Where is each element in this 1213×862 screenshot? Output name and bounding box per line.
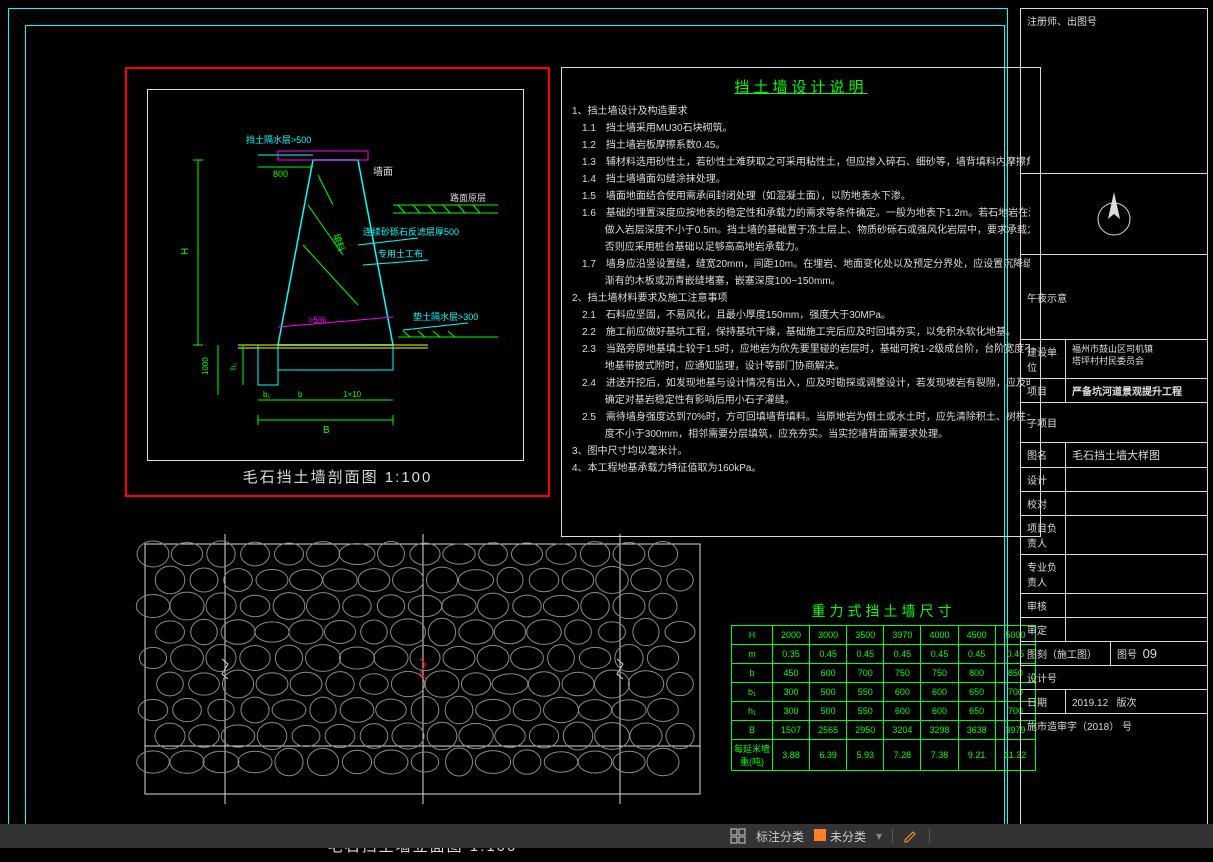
tb-regstamp: 注册师、出图号 bbox=[1021, 9, 1207, 174]
svg-text:路面原层: 路面原层 bbox=[450, 192, 486, 203]
notes-line: 1.7 墙身应沿竖设置缝，缝宽20mm，间距10m。在埋岩、地面变化处以及预定分… bbox=[572, 256, 1030, 273]
svg-text:1×10: 1×10 bbox=[343, 390, 362, 399]
notes-line: 度不小于300mm，相邻需要分层填筑，应充夯实。当实挖墙背面需要求处理。 bbox=[572, 426, 1030, 443]
tb-client: 建设单位 福州市鼓山区司机镇塔坪村村民委员会 bbox=[1021, 340, 1207, 379]
table-row: B1507256529503204329836383979 bbox=[732, 721, 1036, 740]
notes-line: 2.3 当路旁原地基填土较于1.5时，应地岩为欣先要里碰的岩层时，基础可按1-2… bbox=[572, 341, 1030, 358]
notes-line: 1.4 挡土墙墙面勾缝涂抹处理。 bbox=[572, 171, 1030, 188]
design-notes-panel: 挡土墙设计说明 1、挡土墙设计及构造要求 1.1 挡土墙采用MU30石块砌筑。 … bbox=[561, 67, 1041, 537]
layers-icon[interactable] bbox=[730, 828, 746, 844]
section-view-frame: H 填料 挡土隔水层>500 800 墙面 bbox=[147, 89, 524, 461]
table-row: b450600700750750800850 bbox=[732, 664, 1036, 683]
svg-text:b₁: b₁ bbox=[263, 390, 270, 399]
tb-blank1: 午夜示意 bbox=[1021, 255, 1207, 340]
svg-text:连续砂砾石反滤层厚500: 连续砂砾石反滤层厚500 bbox=[363, 226, 459, 237]
notes-line: 地基带披式附时，应通知监理，设计等部门协商解决。 bbox=[572, 358, 1030, 375]
notes-line: 1、挡土墙设计及构造要求 bbox=[572, 103, 1030, 120]
tb-date: 日期 2019.12 版次 bbox=[1021, 690, 1207, 714]
dimension-table-wrap: 重力式挡土墙尺寸 H2000300035003970400045005000m0… bbox=[731, 601, 1036, 771]
title-block: 注册师、出图号 午夜示意 建设单位 福州市鼓山区司机镇塔坪村村民委员会 项目 严… bbox=[1020, 8, 1208, 838]
dim-table-title: 重力式挡土墙尺寸 bbox=[731, 601, 1036, 621]
notes-line: 1.3 辅材料选用砂性土，若砂性土难获取之可采用粘性土，但应掺入碎石、细砂等，墙… bbox=[572, 154, 1030, 171]
north-arrow bbox=[1021, 174, 1207, 255]
svg-text:1000: 1000 bbox=[201, 357, 210, 375]
notes-line: 4、本工程地基承载力特征值取为160kPa。 bbox=[572, 460, 1030, 477]
notes-line: 确定对基岩稳定性有影响后用小石子灌缝。 bbox=[572, 392, 1030, 409]
section-view-selected[interactable]: H 填料 挡土隔水层>500 800 墙面 bbox=[125, 67, 550, 497]
edit-icon[interactable] bbox=[903, 828, 919, 844]
svg-text:b: b bbox=[298, 390, 303, 399]
elevation-svg bbox=[125, 514, 720, 824]
table-row: b₁300500550600600650700 bbox=[732, 683, 1036, 702]
notes-line: 1.6 基础的埋置深度应按地表的稳定性和承载力的需求等条件确定。一般为地表下1.… bbox=[572, 205, 1030, 222]
tb-scale-sheet: 图刻（施工图） 图号 09 bbox=[1021, 642, 1207, 666]
drawing-inner-frame: H 填料 挡土隔水层>500 800 墙面 bbox=[25, 25, 1005, 825]
notes-line: 1.2 挡土墙岩板摩擦系数0.45。 bbox=[572, 137, 1030, 154]
status-bar: 标注分类 未分类 ▾ bbox=[0, 824, 1213, 848]
table-row: m0.350.450.450.450.450.450.45 bbox=[732, 645, 1036, 664]
notes-title: 挡土墙设计说明 bbox=[572, 76, 1030, 97]
notes-line: 2、挡土墙材料要求及施工注意事项 bbox=[572, 290, 1030, 307]
dropdown-icon[interactable]: ▾ bbox=[876, 829, 882, 843]
notes-line: 2.4 进送开挖后，如发现地基与设计情况有出入，应及时勘探或调整设计，若发现坡岩… bbox=[572, 375, 1030, 392]
notes-body: 1、挡土墙设计及构造要求 1.1 挡土墙采用MU30石块砌筑。 1.2 挡土墙岩… bbox=[572, 103, 1030, 477]
table-row: h₁300500550600600650700 bbox=[732, 702, 1036, 721]
svg-text:墙面: 墙面 bbox=[373, 165, 393, 178]
notes-line: 2.5 需待墙身强度达到70%时，方可回填墙背填料。当原地岩为倒土或水土时，应先… bbox=[572, 409, 1030, 426]
section-drawing-svg: H 填料 挡土隔水层>500 800 墙面 bbox=[158, 105, 518, 435]
svg-text:800: 800 bbox=[273, 169, 288, 179]
svg-text:h₁: h₁ bbox=[229, 363, 238, 370]
notes-line: 做入岩层深度不小于0.5m。挡土墙的基础置于冻土层上、物质砂砾石或强风化岩层中，… bbox=[572, 222, 1030, 239]
unclassified-button[interactable]: 未分类 bbox=[814, 828, 866, 845]
annotation-class-label[interactable]: 标注分类 bbox=[756, 828, 804, 845]
svg-text:专用土工布: 专用土工布 bbox=[378, 248, 423, 259]
tb-subproject: 子项目 bbox=[1021, 403, 1207, 443]
table-row: H2000300035003970400045005000 bbox=[732, 626, 1036, 645]
svg-text:B: B bbox=[323, 425, 330, 435]
section-title: 毛石挡土墙剖面图 1:100 bbox=[127, 466, 548, 487]
svg-text:填料: 填料 bbox=[331, 232, 347, 253]
dimension-table: H2000300035003970400045005000m0.350.450.… bbox=[731, 625, 1036, 771]
notes-line: 2.1 石料应坚固，不易风化，且最小厚度150mm，强度大于30MPa。 bbox=[572, 307, 1030, 324]
notes-line: 1.1 挡土墙采用MU30石块砌筑。 bbox=[572, 120, 1030, 137]
tb-project: 项目 严备坑河道景观提升工程 bbox=[1021, 379, 1207, 403]
svg-text:垫土隔水层>300: 垫土隔水层>300 bbox=[413, 311, 478, 322]
table-row: 每延米墙重(吨)3.886.395.937.287.389.2111.32 bbox=[732, 740, 1036, 771]
notes-line: 1.5 墙面地面结合使用需承间封闭处理（如混凝土面），以防地表水下渗。 bbox=[572, 188, 1030, 205]
label-top: 挡土隔水层>500 bbox=[246, 134, 311, 145]
notes-line: 否则应采用桩台基础以足够高高地岩承载力。 bbox=[572, 239, 1030, 256]
notes-line: 2.2 施工前应做好基坑工程，保持基坑干燥，基础施工完后应及时回填夯实，以免积水… bbox=[572, 324, 1030, 341]
dim-H: H bbox=[180, 248, 191, 255]
tb-drawing-name: 图名 毛石挡土墙大样图 bbox=[1021, 443, 1207, 468]
notes-line: 渐有的木板或沥青嵌缝堵塞，嵌塞深度100~150mm。 bbox=[572, 273, 1030, 290]
elevation-view: 毛石挡土墙立面图 1:100 bbox=[125, 514, 720, 862]
notes-line: 3、图中尺寸均以毫米计。 bbox=[572, 443, 1030, 460]
